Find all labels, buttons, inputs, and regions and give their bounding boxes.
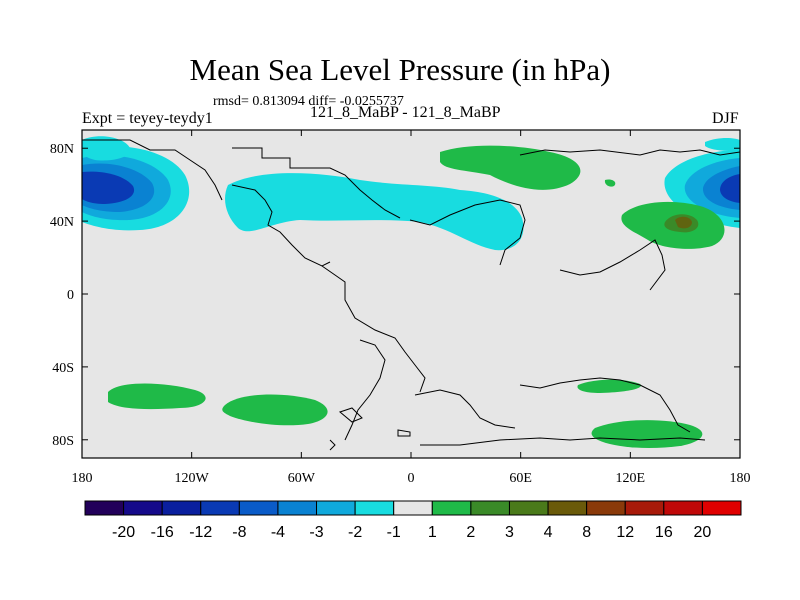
colorbar-label: 12	[616, 524, 634, 541]
colorbar-label: 2	[466, 524, 475, 541]
colorbar-label: -8	[232, 524, 246, 541]
colorbar-label: 16	[655, 524, 673, 541]
x-tick-label: 0	[408, 471, 415, 486]
colorbar-swatch	[508, 500, 549, 516]
colorbar-swatch	[123, 500, 163, 516]
colorbar-label: -3	[309, 524, 323, 541]
colorbar-swatch	[393, 500, 433, 516]
siberia-positive	[440, 145, 616, 190]
y-axis: 80N 40N 0 40S 80S	[50, 142, 740, 449]
x-tick-label: 120W	[175, 471, 210, 486]
colorbar-label: 4	[544, 524, 553, 541]
northwest-pacific-high	[621, 201, 725, 249]
colorbar-swatch	[701, 500, 742, 516]
colorbar-swatch	[161, 500, 202, 516]
colorbar: -20 -16 -12 -8 -4 -3 -2 -1 1 2 3 4 8 12 16 20	[84, 500, 742, 541]
x-axis: 180 120W 60W 0 60E 120E 180	[72, 130, 751, 486]
colorbar-swatch	[470, 500, 510, 516]
colorbar-label: -2	[348, 524, 362, 541]
atlantic-europe-negative-band	[225, 173, 524, 251]
stats-label: rmsd= 0.813094 diff= -0.0255737	[213, 94, 404, 109]
colorbar-swatch	[354, 500, 395, 516]
colorbar-label: -16	[151, 524, 174, 541]
colorbar-swatch	[200, 500, 240, 516]
southern-ocean-positive	[108, 379, 703, 448]
colorbar-swatch	[84, 500, 125, 516]
x-tick-label: 60W	[288, 471, 316, 486]
colorbar-label: -20	[112, 524, 135, 541]
colorbar-label: 1	[428, 524, 437, 541]
colorbar-swatch	[624, 500, 665, 516]
colorbar-label: -1	[387, 524, 401, 541]
colorbar-swatch	[238, 500, 279, 516]
y-tick-label: 40N	[50, 215, 74, 230]
colorbar-swatch	[547, 500, 588, 516]
coastlines	[82, 139, 740, 451]
colorbar-label: 20	[694, 524, 712, 541]
colorbar-label: 8	[582, 524, 591, 541]
arctic-negative-patch	[82, 136, 740, 161]
colorbar-label: -4	[271, 524, 285, 541]
x-tick-label: 180	[72, 471, 93, 486]
x-tick-label: 180	[730, 471, 751, 486]
y-tick-label: 80S	[52, 434, 74, 449]
colorbar-label: 3	[505, 524, 514, 541]
y-tick-label: 40S	[52, 361, 74, 376]
run-label: 121_8_MaBP - 121_8_MaBP	[310, 104, 501, 121]
colorbar-label: -12	[189, 524, 212, 541]
colorbar-swatch	[586, 500, 626, 516]
y-tick-label: 80N	[50, 142, 74, 157]
x-tick-label: 120E	[616, 471, 646, 486]
x-tick-label: 60E	[509, 471, 532, 486]
colorbar-swatch	[431, 500, 472, 516]
colorbar-swatch	[663, 500, 703, 516]
colorbar-swatch	[316, 500, 356, 516]
experiment-label: Expt = teyey-teydy1	[82, 110, 213, 127]
north-pacific-low-west	[82, 146, 190, 231]
y-tick-label: 0	[67, 288, 74, 303]
colorbar-swatch	[277, 500, 318, 516]
season-label: DJF	[712, 110, 739, 127]
chart-title: Mean Sea Level Pressure (in hPa)	[189, 52, 611, 87]
